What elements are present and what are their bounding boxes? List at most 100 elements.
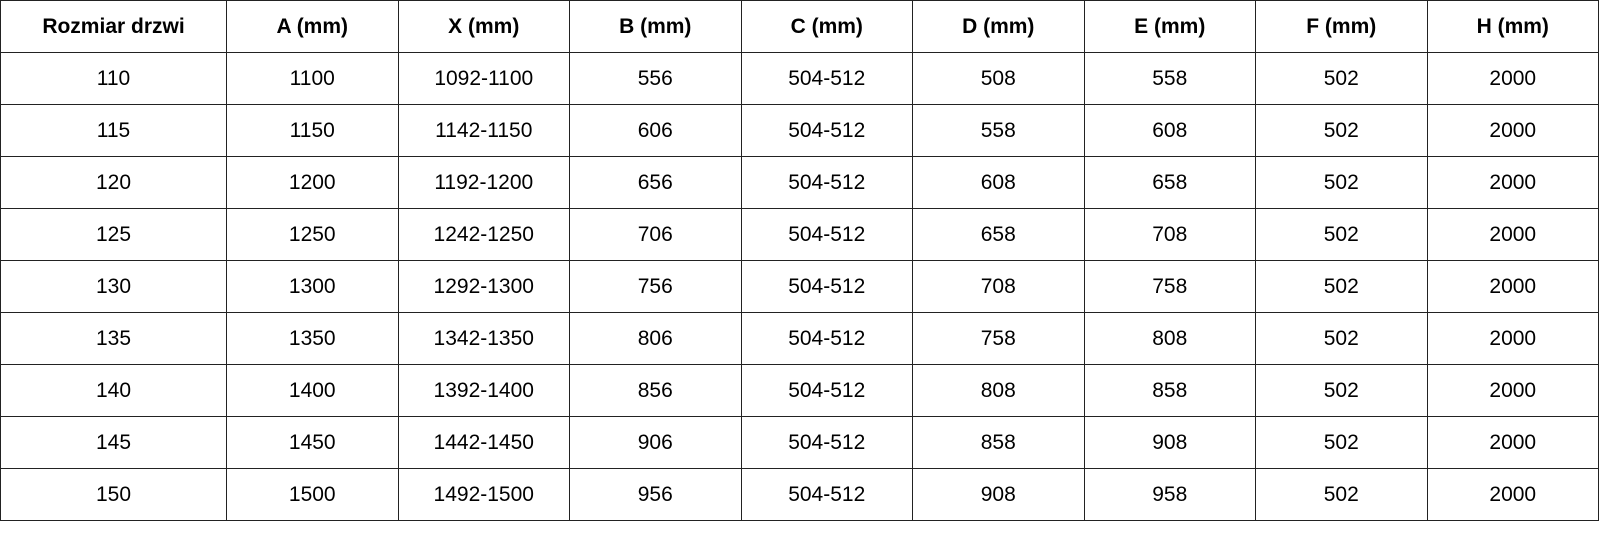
table-cell: 558 (1083, 52, 1256, 105)
table-cell: 1500 (226, 468, 399, 521)
column-header: B (mm) (569, 0, 742, 53)
table-cell: 608 (1083, 104, 1256, 157)
table-cell: 808 (912, 364, 1085, 417)
table-cell: 2000 (1426, 208, 1599, 261)
table-cell: 908 (1083, 416, 1256, 469)
table-cell: 2000 (1426, 312, 1599, 365)
column-header: A (mm) (226, 0, 399, 53)
table-cell: 1300 (226, 260, 399, 313)
table-cell: 2000 (1426, 364, 1599, 417)
table-cell: 858 (1083, 364, 1256, 417)
table-cell: 504-512 (740, 416, 913, 469)
table-cell: 956 (569, 468, 742, 521)
table-cell: 906 (569, 416, 742, 469)
table-row: 120 1200 1192-1200 656 504-512 608 658 502 2000 (0, 156, 1599, 209)
table-cell: 110 (0, 52, 227, 105)
table-cell: 1392-1400 (397, 364, 570, 417)
table-cell: 806 (569, 312, 742, 365)
table-cell: 120 (0, 156, 227, 209)
table-cell: 708 (1083, 208, 1256, 261)
table-cell: 145 (0, 416, 227, 469)
column-header: D (mm) (912, 0, 1085, 53)
table-cell: 502 (1255, 156, 1428, 209)
table-cell: 504-512 (740, 156, 913, 209)
table-cell: 558 (912, 104, 1085, 157)
table-cell: 656 (569, 156, 742, 209)
table-row: 130 1300 1292-1300 756 504-512 708 758 502 2000 (0, 260, 1599, 313)
table-cell: 504-512 (740, 208, 913, 261)
table-cell: 1150 (226, 104, 399, 157)
table-cell: 2000 (1426, 156, 1599, 209)
table-cell: 140 (0, 364, 227, 417)
table-cell: 556 (569, 52, 742, 105)
table-cell: 508 (912, 52, 1085, 105)
table-cell: 2000 (1426, 416, 1599, 469)
table-cell: 658 (912, 208, 1085, 261)
table-cell: 1192-1200 (397, 156, 570, 209)
table-cell: 1400 (226, 364, 399, 417)
table-cell: 502 (1255, 208, 1428, 261)
table-cell: 856 (569, 364, 742, 417)
table-cell: 758 (1083, 260, 1256, 313)
table-row: 110 1100 1092-1100 556 504-512 508 558 502 2000 (0, 52, 1599, 105)
table-cell: 1450 (226, 416, 399, 469)
table-cell: 2000 (1426, 104, 1599, 157)
table-cell: 606 (569, 104, 742, 157)
table-row: 115 1150 1142-1150 606 504-512 558 608 502 2000 (0, 104, 1599, 157)
table-cell: 706 (569, 208, 742, 261)
table-row: 125 1250 1242-1250 706 504-512 658 708 502 2000 (0, 208, 1599, 261)
table-cell: 1142-1150 (397, 104, 570, 157)
table-cell: 1342-1350 (397, 312, 570, 365)
table-cell: 502 (1255, 104, 1428, 157)
table-cell: 958 (1083, 468, 1256, 521)
table-cell: 2000 (1426, 260, 1599, 313)
table-cell: 504-512 (740, 260, 913, 313)
column-header: X (mm) (397, 0, 570, 53)
table-row: 150 1500 1492-1500 956 504-512 908 958 502 2000 (0, 468, 1599, 521)
table-cell: 608 (912, 156, 1085, 209)
table-cell: 502 (1255, 52, 1428, 105)
table-cell: 502 (1255, 312, 1428, 365)
table-cell: 1092-1100 (397, 52, 570, 105)
table-row: 135 1350 1342-1350 806 504-512 758 808 502 2000 (0, 312, 1599, 365)
table-cell: 1200 (226, 156, 399, 209)
header-row: Rozmiar drzwi A (mm) X (mm) B (mm) C (mm) D (… (0, 0, 1599, 53)
column-header: E (mm) (1083, 0, 1256, 53)
table-cell: 2000 (1426, 468, 1599, 521)
dimensions-table: Rozmiar drzwi A (mm) X (mm) B (mm) C (mm) D (… (0, 0, 1599, 521)
table-cell: 504-512 (740, 312, 913, 365)
table-cell: 1442-1450 (397, 416, 570, 469)
table-cell: 504-512 (740, 52, 913, 105)
table-cell: 808 (1083, 312, 1256, 365)
table-cell: 135 (0, 312, 227, 365)
column-header: F (mm) (1255, 0, 1428, 53)
table-cell: 658 (1083, 156, 1256, 209)
table-cell: 1350 (226, 312, 399, 365)
table-cell: 2000 (1426, 52, 1599, 105)
table-cell: 502 (1255, 468, 1428, 521)
table-row: 140 1400 1392-1400 856 504-512 808 858 502 2000 (0, 364, 1599, 417)
table-cell: 502 (1255, 416, 1428, 469)
column-header: Rozmiar drzwi (0, 0, 227, 53)
table-cell: 504-512 (740, 468, 913, 521)
table-cell: 504-512 (740, 364, 913, 417)
table-cell: 115 (0, 104, 227, 157)
table-row: 145 1450 1442-1450 906 504-512 858 908 502 2000 (0, 416, 1599, 469)
table-cell: 1292-1300 (397, 260, 570, 313)
table-cell: 1100 (226, 52, 399, 105)
table-cell: 1242-1250 (397, 208, 570, 261)
column-header: H (mm) (1426, 0, 1599, 53)
table-cell: 1492-1500 (397, 468, 570, 521)
table-cell: 150 (0, 468, 227, 521)
table-cell: 858 (912, 416, 1085, 469)
table-cell: 756 (569, 260, 742, 313)
table-cell: 502 (1255, 364, 1428, 417)
table-cell: 502 (1255, 260, 1428, 313)
table-cell: 125 (0, 208, 227, 261)
table-cell: 908 (912, 468, 1085, 521)
table-cell: 758 (912, 312, 1085, 365)
table-cell: 1250 (226, 208, 399, 261)
table-cell: 708 (912, 260, 1085, 313)
table-cell: 130 (0, 260, 227, 313)
column-header: C (mm) (740, 0, 913, 53)
